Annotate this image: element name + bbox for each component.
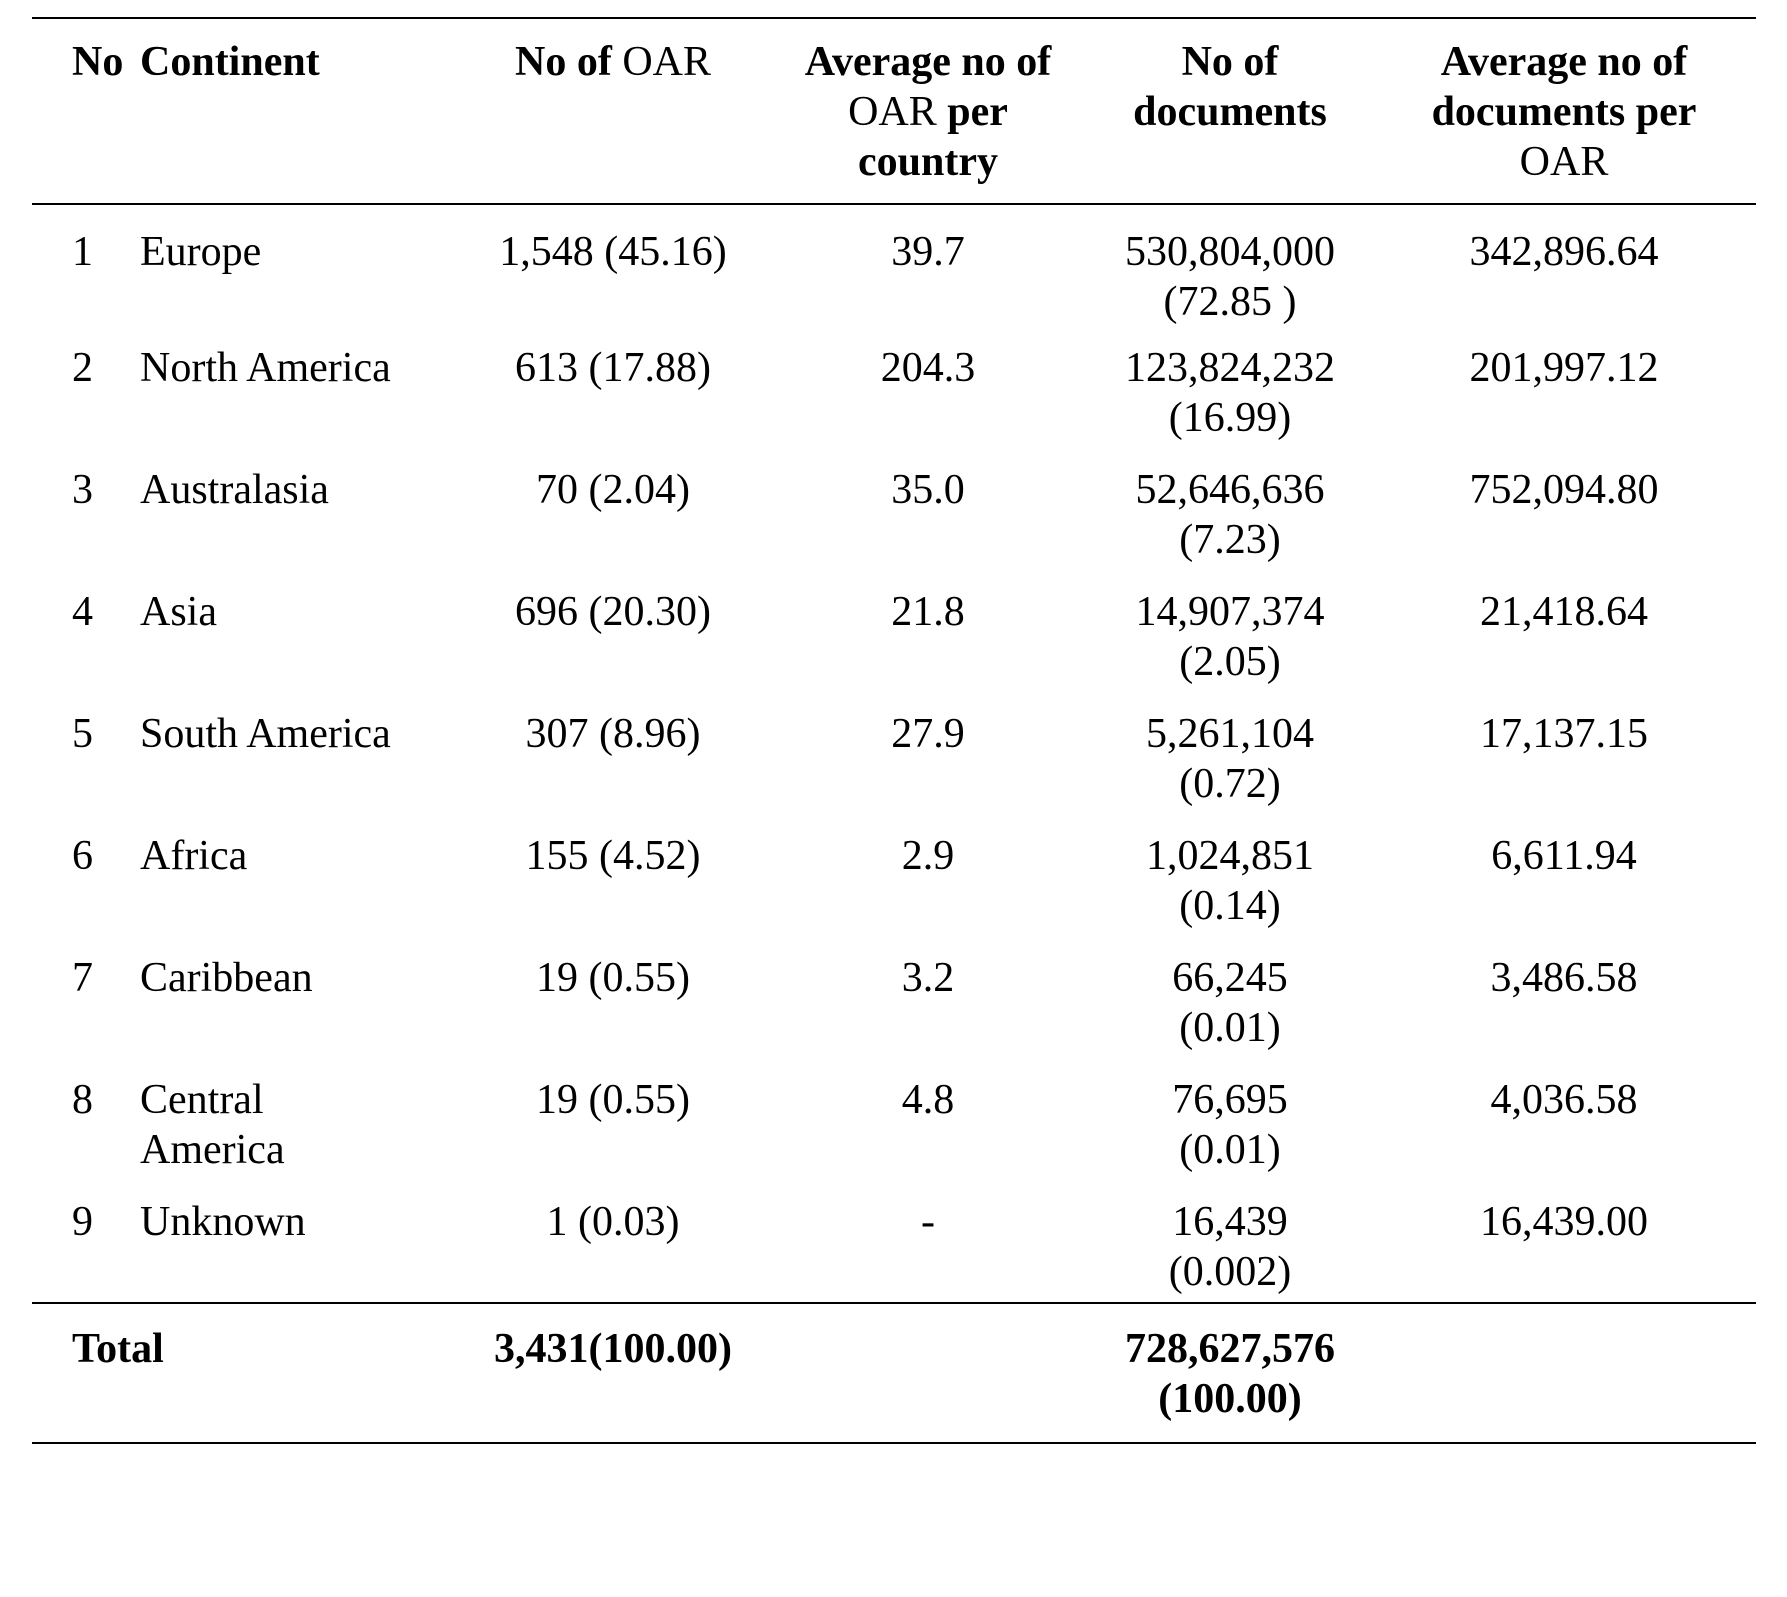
row-number: 2: [72, 345, 93, 391]
avg-oar-per-country: 35.0: [891, 467, 965, 513]
no-of-documents: 66,245 (0.01): [1172, 955, 1288, 1051]
no-of-documents: 5,261,104 (0.72): [1146, 711, 1314, 807]
total-docs-value: 728,627,576: [1125, 1326, 1335, 1372]
table-row: 6 Africa 155 (4.52) 2.9 1,024,851 (0.14) 6,611…: [32, 815, 1756, 937]
row-number: 1: [72, 229, 93, 275]
avg-oar-per-country: 2.9: [901, 833, 955, 879]
header-avg-oar-per-country: Average no of OAR per country: [804, 39, 1052, 185]
table-row: 2 North America 613 (17.88) 204.3 123,824,23…: [32, 327, 1756, 449]
table-row: 8 Central America 19 (0.55) 4.8 76,695 (0.01) 4…: [32, 1059, 1756, 1181]
total-avg-oar: [768, 1303, 1088, 1443]
avg-documents-per-oar: 4,036.58: [1490, 1077, 1638, 1123]
avg-documents-per-oar: 21,418.64: [1480, 589, 1648, 635]
no-of-documents: 16,439 (0.002): [1168, 1199, 1292, 1295]
row-number: 3: [72, 467, 93, 513]
header-no-of-documents: No of documents: [1133, 39, 1327, 135]
no-of-oar: 19 (0.55): [536, 955, 690, 1001]
continent-name: North America: [140, 345, 391, 391]
total-docs: 728,627,576 (100.00): [1088, 1303, 1372, 1443]
no-of-oar: 70 (2.04): [536, 467, 690, 513]
table-body: 1 Europe 1,548 (45.16) 39.7 530,804,000 (72.8…: [32, 204, 1756, 1303]
row-number: 4: [72, 589, 93, 635]
avg-oar-per-country: 4.8: [901, 1077, 955, 1123]
no-of-oar: 155 (4.52): [525, 833, 701, 879]
continent-oar-table-container: No Continent No of OAR Average no of OAR…: [32, 17, 1756, 1444]
avg-oar-per-country: 21.8: [891, 589, 965, 635]
no-of-oar: 696 (20.30): [515, 589, 711, 635]
total-label: Total: [72, 1326, 164, 1372]
continent-name: Central America: [140, 1077, 285, 1173]
row-number: 6: [72, 833, 93, 879]
total-row: Total 3,431(100.00) 728,627,576 (100.00): [32, 1303, 1756, 1443]
total-docs-pct: (100.00): [1158, 1376, 1302, 1422]
avg-oar-per-country: 39.7: [891, 229, 965, 275]
no-of-documents: 123,824,232 (16.99): [1125, 345, 1335, 441]
header-no-of-oar-tail: OAR: [622, 39, 711, 85]
table-footer: Total 3,431(100.00) 728,627,576 (100.00): [32, 1303, 1756, 1443]
avg-oar-per-country: -: [921, 1199, 935, 1245]
continent-name: Unknown: [140, 1199, 306, 1245]
avg-documents-per-oar: 201,997.12: [1469, 345, 1659, 391]
no-of-oar: 613 (17.88): [515, 345, 711, 391]
avg-oar-per-country: 27.9: [891, 711, 965, 757]
header-no: No: [72, 39, 124, 85]
no-of-documents: 14,907,374 (2.05): [1135, 589, 1325, 685]
no-of-documents: 530,804,000 (72.85 ): [1125, 229, 1335, 325]
continent-oar-table: No Continent No of OAR Average no of OAR…: [32, 17, 1756, 1444]
table-row: 7 Caribbean 19 (0.55) 3.2 66,245 (0.01) 3,486.…: [32, 937, 1756, 1059]
continent-name: Asia: [140, 589, 217, 635]
table-row: 1 Europe 1,548 (45.16) 39.7 530,804,000 (72.8…: [32, 204, 1756, 327]
header-continent: Continent: [140, 39, 320, 85]
avg-oar-per-country: 3.2: [901, 955, 955, 1001]
avg-documents-per-oar: 342,896.64: [1469, 229, 1659, 275]
continent-name: Europe: [140, 229, 262, 275]
table-row: 3 Australasia 70 (2.04) 35.0 52,646,636 (7.23…: [32, 449, 1756, 571]
row-number: 8: [72, 1077, 93, 1123]
avg-documents-per-oar: 752,094.80: [1469, 467, 1659, 513]
header-row: No Continent No of OAR Average no of OAR…: [32, 18, 1756, 204]
no-of-documents: 52,646,636 (7.23): [1135, 467, 1325, 563]
table-row: 9 Unknown 1 (0.03) - 16,439 (0.002) 16,439.00: [32, 1181, 1756, 1303]
total-avg-docs: [1372, 1303, 1756, 1443]
avg-documents-per-oar: 6,611.94: [1491, 833, 1637, 879]
continent-name: Australasia: [140, 467, 329, 513]
no-of-documents: 1,024,851 (0.14): [1146, 833, 1314, 929]
no-of-oar: 19 (0.55): [536, 1077, 690, 1123]
table-row: 5 South America 307 (8.96) 27.9 5,261,104 (0.…: [32, 693, 1756, 815]
avg-documents-per-oar: 16,439.00: [1480, 1199, 1648, 1245]
avg-oar-per-country: 204.3: [880, 345, 976, 391]
row-number: 9: [72, 1199, 93, 1245]
continent-name: Africa: [140, 833, 248, 879]
no-of-oar: 1,548 (45.16): [499, 229, 727, 275]
avg-documents-per-oar: 3,486.58: [1490, 955, 1638, 1001]
avg-documents-per-oar: 17,137.15: [1480, 711, 1648, 757]
row-number: 7: [72, 955, 93, 1001]
continent-name: Caribbean: [140, 955, 313, 1001]
no-of-oar: 307 (8.96): [525, 711, 701, 757]
no-of-oar: 1 (0.03): [546, 1199, 680, 1245]
header-no-of-oar: No of OAR: [514, 39, 711, 85]
table-header: No Continent No of OAR Average no of OAR…: [32, 18, 1756, 204]
header-avg-documents-per-oar: Average no of documents per OAR: [1431, 39, 1697, 185]
no-of-documents: 76,695 (0.01): [1172, 1077, 1288, 1173]
table-row: 4 Asia 696 (20.30) 21.8 14,907,374 (2.05) 21,4…: [32, 571, 1756, 693]
header-avg-oar-oar-word: OAR: [848, 89, 937, 135]
row-number: 5: [72, 711, 93, 757]
continent-name: South America: [140, 711, 391, 757]
total-oar: 3,431(100.00): [494, 1326, 732, 1372]
